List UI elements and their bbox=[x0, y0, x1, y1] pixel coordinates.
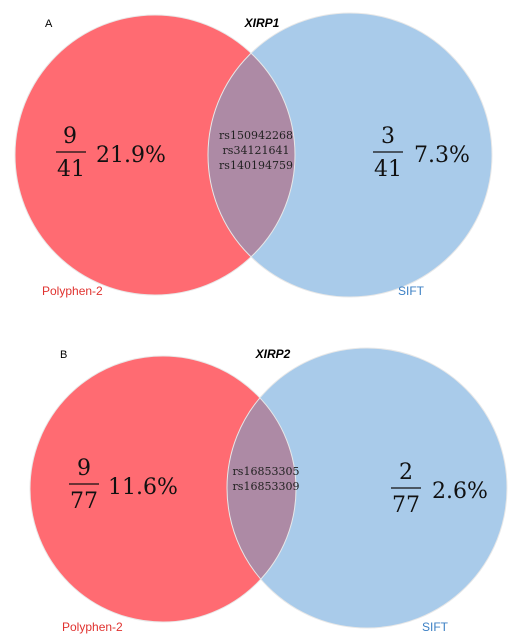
sift-label: SIFT bbox=[398, 284, 425, 298]
venn-panel-b: B XIRP2 9 77 11.6% rs16853305 rs16853309… bbox=[0, 322, 526, 644]
polyphen-circle bbox=[30, 356, 296, 622]
panel-letter: B bbox=[60, 349, 67, 361]
left-numerator: 9 bbox=[63, 124, 77, 149]
overlap-variant: rs150942268 bbox=[219, 129, 293, 142]
sift-label: SIFT bbox=[422, 620, 449, 634]
right-denominator: 41 bbox=[374, 157, 402, 182]
right-numerator: 2 bbox=[399, 460, 413, 485]
left-percent: 21.9% bbox=[96, 143, 166, 168]
overlap-variant: rs16853309 bbox=[233, 480, 300, 493]
left-denominator: 41 bbox=[57, 157, 85, 182]
sift-circle bbox=[227, 348, 507, 628]
left-numerator: 9 bbox=[77, 456, 91, 481]
left-percent: 11.6% bbox=[108, 475, 178, 500]
right-numerator: 3 bbox=[381, 124, 395, 149]
venn-diagram-b: B XIRP2 9 77 11.6% rs16853305 rs16853309… bbox=[29, 347, 508, 634]
polyphen-circle bbox=[15, 15, 295, 295]
gene-title: XIRP2 bbox=[255, 347, 291, 361]
venn-diagram-a: A XIRP1 9 41 21.9% rs150942268 rs3412164… bbox=[14, 12, 493, 298]
overlap-variant: rs140194759 bbox=[219, 159, 293, 172]
right-denominator: 77 bbox=[392, 493, 420, 518]
right-percent: 2.6% bbox=[432, 479, 488, 504]
polyphen-label: Polyphen-2 bbox=[62, 620, 123, 634]
polyphen-label: Polyphen-2 bbox=[42, 284, 103, 298]
overlap-variant: rs16853305 bbox=[233, 465, 300, 478]
sift-circle bbox=[208, 13, 492, 297]
left-denominator: 77 bbox=[70, 489, 98, 514]
right-percent: 7.3% bbox=[414, 143, 470, 168]
overlap-variant: rs34121641 bbox=[223, 144, 290, 157]
panel-letter: A bbox=[45, 18, 53, 30]
venn-panel-a: A XIRP1 9 41 21.9% rs150942268 rs3412164… bbox=[0, 0, 526, 318]
gene-title: XIRP1 bbox=[244, 16, 280, 30]
